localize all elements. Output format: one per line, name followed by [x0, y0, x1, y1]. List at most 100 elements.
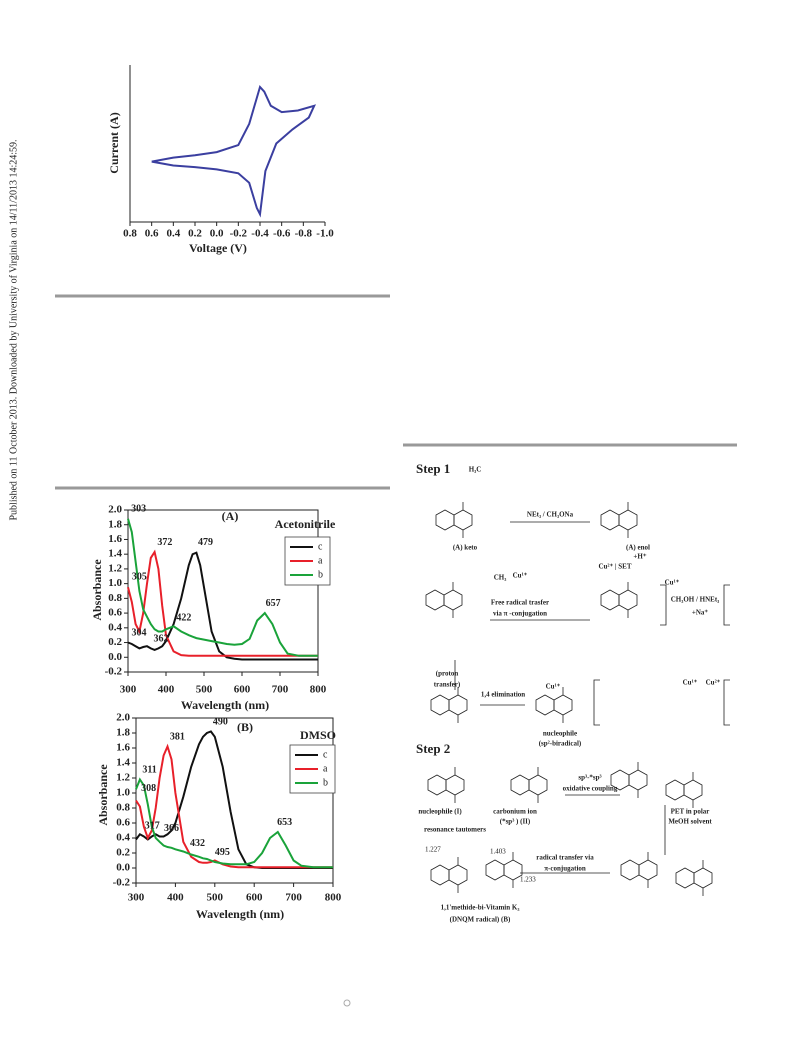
peak-label: 422 — [176, 613, 191, 624]
chart-title: (A) — [222, 509, 239, 523]
scheme-text: radical transfer via — [536, 854, 594, 862]
legend-label: b — [318, 569, 323, 580]
series-line — [135, 777, 333, 869]
y-axis-label: Absorbance — [90, 559, 104, 621]
x-axis-label: Wavelength (nm) — [196, 907, 284, 921]
x-tick-label: -0.2 — [230, 228, 248, 240]
y-tick-label: 1.0 — [116, 787, 130, 799]
structure — [430, 856, 468, 894]
y-tick-label: 1.6 — [116, 742, 130, 754]
y-tick-label: -0.2 — [113, 877, 131, 889]
peak-label: 362 — [154, 633, 169, 644]
legend-label: a — [318, 555, 323, 566]
bond-length: 1.233 — [520, 876, 536, 884]
solvent-label: Acetonitrile — [275, 517, 336, 531]
x-tick-label: -0.6 — [273, 228, 291, 240]
y-tick-label: 1.4 — [108, 548, 122, 560]
y-tick-label: 1.8 — [108, 518, 122, 530]
peak-label: 381 — [170, 731, 185, 742]
scheme-text: nucleophile — [543, 730, 577, 738]
y-tick-label: 1.2 — [116, 772, 130, 784]
chart-title: (B) — [237, 720, 253, 734]
y-tick-label: 0.4 — [116, 832, 130, 844]
x-tick-label: 0.0 — [210, 228, 224, 240]
scheme-text: Free radical trasfer — [491, 599, 549, 607]
scheme-text: +Na⁺ — [692, 609, 709, 617]
page-marker — [343, 999, 351, 1007]
scheme-text: Cu¹⁺ — [513, 572, 528, 580]
plot-frame — [127, 509, 319, 673]
structure — [425, 581, 463, 619]
scheme-text: carbonium ion — [493, 808, 537, 816]
x-tick-label: 400 — [167, 892, 184, 904]
scheme-text: via π -conjugation — [493, 610, 547, 618]
x-tick-label: 300 — [128, 892, 145, 904]
series-line — [151, 85, 317, 218]
scheme-text: Cu²⁺ | SET — [598, 563, 631, 571]
peak-label: 304 — [132, 627, 147, 638]
x-tick-label: 0.8 — [123, 228, 137, 240]
x-tick-label: 300 — [120, 684, 137, 696]
x-tick-label: 700 — [272, 684, 289, 696]
scheme-text: oxidative coupling — [563, 785, 618, 793]
scheme-text: PET in polar — [671, 808, 710, 816]
x-tick-label: 700 — [285, 892, 302, 904]
scheme-text: resonance tautomers — [424, 826, 486, 834]
scheme-text: 1,4 elimination — [481, 691, 525, 699]
x-tick-label: 0.2 — [188, 228, 202, 240]
peak-label: 495 — [215, 847, 230, 858]
peak-label: 372 — [157, 537, 172, 548]
y-tick-label: 2.0 — [108, 504, 122, 516]
solvent-label: DMSO — [300, 728, 336, 742]
plot-frame — [135, 717, 334, 884]
legend-label: a — [323, 763, 328, 774]
scheme-text: 1,1'methide-bi-Vitamin K₃ — [441, 904, 520, 912]
bond-length: 1.403 — [490, 848, 506, 856]
scheme-text: NEt₃ / CH₃ONa — [527, 511, 574, 519]
y-tick-label: 1.8 — [116, 727, 130, 739]
y-tick-label: 0.6 — [116, 817, 130, 829]
scheme-text: (DNQM radical) (B) — [450, 916, 511, 924]
structure — [485, 851, 523, 889]
peak-label: 490 — [213, 716, 228, 727]
y-axis-label: Current (A) — [107, 112, 121, 173]
y-tick-label: 0.8 — [108, 592, 122, 604]
scheme-text: (proton — [436, 670, 459, 678]
x-tick-label: -0.8 — [295, 228, 313, 240]
x-tick-label: 0.6 — [145, 228, 159, 240]
bracket — [593, 679, 730, 726]
scheme-text: H₃C — [469, 466, 482, 474]
peak-label: 479 — [198, 537, 213, 548]
structure — [535, 686, 573, 724]
scheme-text: MeOH solvent — [668, 818, 712, 826]
structure — [427, 766, 465, 804]
x-tick-label: 500 — [196, 684, 213, 696]
peak-label: 432 — [190, 838, 205, 849]
peak-label: 303 — [131, 504, 146, 515]
legend-label: c — [318, 541, 323, 552]
structure — [665, 771, 703, 809]
y-tick-label: 1.6 — [108, 533, 122, 545]
series-line — [127, 551, 318, 661]
x-tick-label: 0.4 — [166, 228, 180, 240]
bracket — [660, 584, 730, 626]
peak-label: 657 — [266, 598, 281, 609]
step-label: Step 2 — [416, 741, 450, 756]
x-axis-label: Voltage (V) — [189, 241, 247, 255]
y-tick-label: 0.4 — [108, 621, 122, 633]
y-tick-label: 0.0 — [108, 651, 122, 663]
y-tick-label: 1.2 — [108, 562, 122, 574]
peak-label: 305 — [132, 571, 147, 582]
step-label: Step 1 — [416, 461, 450, 476]
legend-label: c — [323, 749, 328, 760]
structure — [510, 766, 548, 804]
structure — [600, 581, 638, 619]
x-tick-label: 400 — [158, 684, 175, 696]
y-tick-label: 1.4 — [116, 757, 130, 769]
structure — [675, 859, 713, 897]
scheme-structures — [425, 501, 730, 897]
y-tick-label: 0.0 — [116, 862, 130, 874]
structure — [435, 501, 473, 539]
y-tick-label: 0.2 — [108, 636, 122, 648]
